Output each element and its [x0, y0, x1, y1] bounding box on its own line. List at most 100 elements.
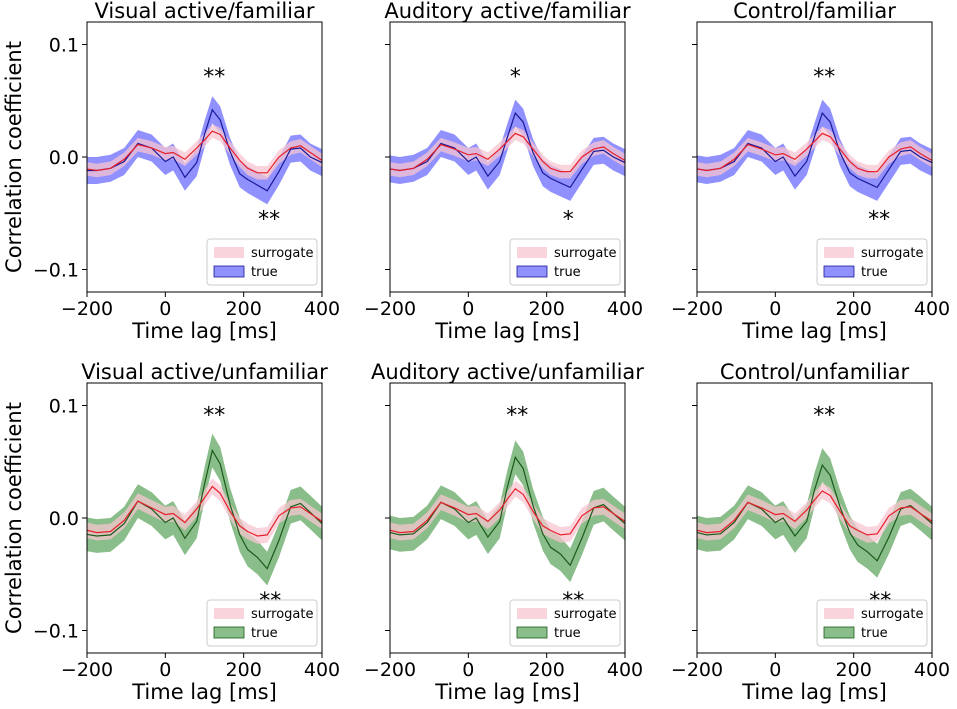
legend-label-true: true	[861, 626, 888, 641]
true-band	[87, 433, 322, 586]
panel-title: Auditory active/familiar	[384, 0, 631, 23]
y-tick-label: −0.1	[33, 260, 79, 282]
y-axis-label: Correlation coefficient	[2, 41, 26, 273]
legend-label-surrogate: surrogate	[554, 607, 616, 622]
surrogate-band	[87, 478, 322, 544]
plot-area	[697, 448, 932, 578]
surrogate-mean-line	[87, 485, 322, 537]
x-tick-label: 200	[226, 659, 262, 681]
panel-4: Visual active/unfamiliar −200 0 200 400 Time …	[2, 360, 340, 704]
x-axis-label: Time lag [ms]	[434, 680, 580, 704]
plot-area	[87, 433, 322, 586]
significance-marker: **	[813, 403, 835, 428]
x-tick-label: 200	[529, 659, 565, 681]
legend-label-true: true	[554, 265, 581, 280]
x-tick-label: 0	[159, 659, 171, 681]
legend-label-surrogate: surrogate	[861, 607, 923, 622]
legend-swatch-surrogate	[214, 608, 244, 619]
x-tick-label: 200	[836, 659, 872, 681]
x-tick-label: 400	[304, 298, 340, 320]
legend-label-surrogate: surrogate	[251, 607, 313, 622]
y-tick-label: 0.1	[49, 396, 79, 418]
surrogate-mean-line	[87, 130, 322, 174]
x-tick-label: 0	[159, 298, 171, 320]
x-tick-label: −200	[61, 298, 113, 320]
significance-marker: **	[506, 403, 528, 428]
y-tick-label: 0.1	[49, 35, 79, 57]
plot-area	[390, 99, 625, 201]
legend-swatch-true	[213, 265, 245, 278]
x-tick-label: 200	[529, 298, 565, 320]
panel-title: Visual active/unfamiliar	[81, 360, 328, 384]
y-tick-label: −0.1	[33, 621, 79, 643]
significance-marker: **	[203, 403, 225, 428]
legend-label-true: true	[554, 626, 581, 641]
legend-label-true: true	[251, 626, 278, 641]
legend-label-surrogate: surrogate	[861, 246, 923, 261]
legend-swatch-true	[823, 265, 855, 278]
surrogate-mean-line	[390, 487, 625, 536]
panel-title: Control/familiar	[733, 0, 896, 23]
significance-marker: **	[868, 208, 890, 233]
panel-1: Visual active/familiar −200 0 200 400 Time la…	[2, 0, 340, 343]
legend-swatch-true	[516, 626, 548, 639]
x-tick-label: 400	[304, 659, 340, 681]
x-tick-label: 400	[607, 659, 643, 681]
plot-area	[390, 440, 625, 583]
significance-marker: **	[813, 65, 835, 90]
x-tick-label: −200	[671, 298, 723, 320]
significance-marker: **	[258, 208, 280, 233]
legend-swatch-true	[823, 626, 855, 639]
legend-label-true: true	[251, 265, 278, 280]
panel-6: Control/unfamiliar −200 0 200 400 Time lag [m…	[671, 360, 950, 704]
x-tick-label: −200	[364, 659, 416, 681]
x-tick-label: 0	[462, 298, 474, 320]
y-axis-label: Correlation coefficient	[2, 402, 26, 634]
true-band	[390, 440, 625, 583]
surrogate-band	[697, 126, 932, 179]
legend-swatch-surrogate	[824, 608, 854, 619]
x-axis-label: Time lag [ms]	[131, 680, 277, 704]
legend-swatch-true	[213, 626, 245, 639]
legend-swatch-surrogate	[517, 608, 547, 619]
legend-swatch-surrogate	[214, 247, 244, 258]
plot-area	[87, 96, 322, 205]
x-axis-label: Time lag [ms]	[434, 319, 580, 343]
x-axis-label: Time lag [ms]	[741, 319, 887, 343]
x-tick-label: 0	[769, 659, 781, 681]
x-tick-label: 400	[914, 298, 950, 320]
legend-swatch-surrogate	[517, 247, 547, 258]
panel-title: Control/unfamiliar	[720, 360, 910, 384]
legend-label-surrogate: surrogate	[554, 246, 616, 261]
legend-swatch-true	[516, 265, 548, 278]
significance-marker: *	[563, 208, 574, 233]
surrogate-band	[697, 483, 932, 543]
plot-area	[697, 99, 932, 201]
legend-swatch-surrogate	[824, 247, 854, 258]
surrogate-mean-line	[390, 132, 625, 173]
x-tick-label: 200	[226, 298, 262, 320]
panel-3: Control/familiar −200 0 200 400 Time lag [ms]…	[671, 0, 950, 343]
x-axis-label: Time lag [ms]	[741, 680, 887, 704]
panel-title: Visual active/familiar	[95, 0, 315, 23]
x-tick-label: −200	[671, 659, 723, 681]
significance-marker: *	[510, 65, 521, 90]
panel-title: Auditory active/unfamiliar	[371, 360, 644, 384]
x-tick-label: 200	[836, 298, 872, 320]
surrogate-mean-line	[697, 490, 932, 536]
y-tick-label: 0.0	[49, 147, 79, 169]
significance-marker: **	[203, 65, 225, 90]
y-tick-label: 0.0	[49, 508, 79, 530]
surrogate-band	[390, 126, 625, 179]
legend-label-true: true	[861, 265, 888, 280]
panel-2: Auditory active/familiar −200 0 200 400 Time …	[364, 0, 643, 343]
x-tick-label: 400	[607, 298, 643, 320]
true-band	[697, 448, 932, 578]
legend-label-surrogate: surrogate	[251, 246, 313, 261]
x-tick-label: −200	[61, 659, 113, 681]
surrogate-mean-line	[697, 132, 932, 173]
x-axis-label: Time lag [ms]	[131, 319, 277, 343]
panel-5: Auditory active/unfamiliar −200 0 200 400 Tim…	[364, 360, 644, 704]
x-tick-label: 400	[914, 659, 950, 681]
